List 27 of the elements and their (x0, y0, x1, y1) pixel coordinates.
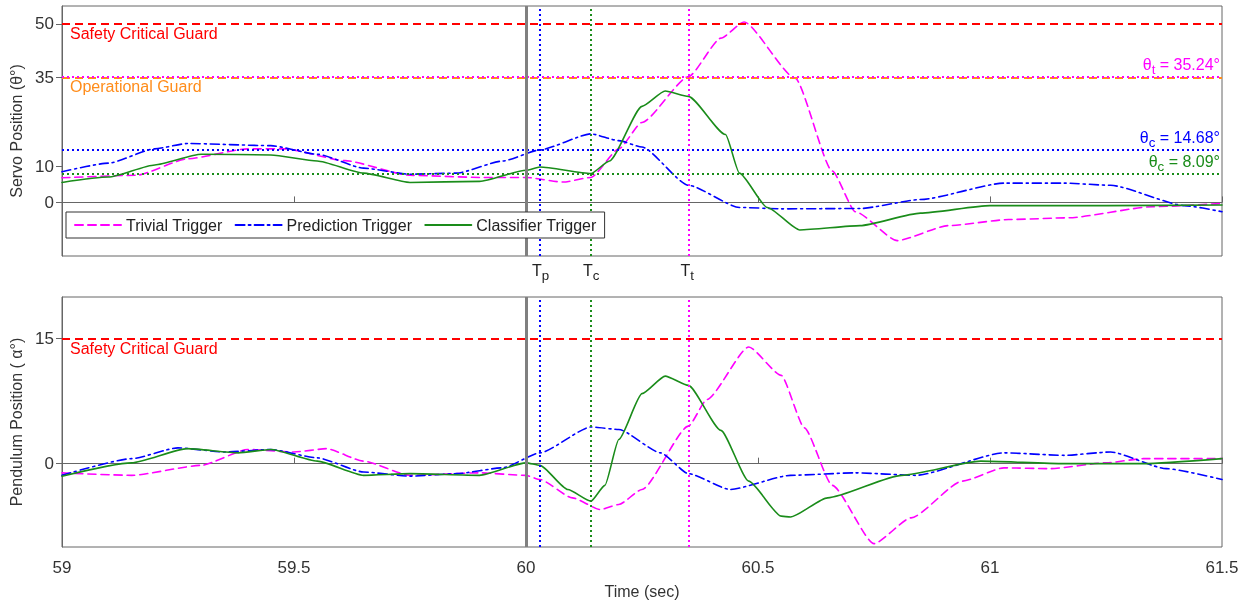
y-tick-label: 10 (35, 157, 54, 177)
y-axis-title: Pendulum Position ( α°) (7, 337, 25, 507)
y-tick-label: 0 (44, 454, 54, 474)
x-tick-label: 61 (980, 558, 1000, 577)
x-axis-title: Time (sec) (604, 582, 680, 600)
y-tick-label: 0 (44, 192, 54, 212)
x-tick-label: 60.5 (741, 558, 775, 577)
x-tick-label: 61.5 (1205, 558, 1239, 577)
ref-line-label: θ$_{c}$ = 8.09° (1148, 152, 1220, 176)
y-tick-label: 35 (35, 67, 54, 87)
y-tick-label: 50 (35, 14, 54, 34)
ref-line-label: Safety Critical Guard (70, 24, 218, 43)
ref-line-label: θ$_{c}$ = 14.68° (1139, 129, 1220, 153)
legend-label: Prediction Trigger (286, 216, 413, 234)
legend-label: Classifier Trigger (476, 216, 597, 234)
ref-line-label: Operational Guard (70, 78, 202, 97)
ref-line-label: Safety Critical Guard (70, 339, 218, 358)
x-tick-label: 59 (52, 558, 72, 577)
y-axis-title: Servo Position (θ°) (7, 64, 25, 198)
y-tick-label: 15 (35, 329, 54, 349)
ref-line-label: T$_{t}$ (680, 262, 694, 286)
ref-line-label: T$_{c}$ (582, 262, 600, 286)
x-tick-label: 60 (516, 558, 536, 577)
ref-line-label: θ$_{t}$ = 35.24° (1142, 55, 1220, 79)
x-tick-label: 59.5 (277, 558, 311, 577)
ref-line-label: T$_{p}$ (531, 262, 550, 286)
legend-label: Trivial Trigger (126, 216, 223, 234)
